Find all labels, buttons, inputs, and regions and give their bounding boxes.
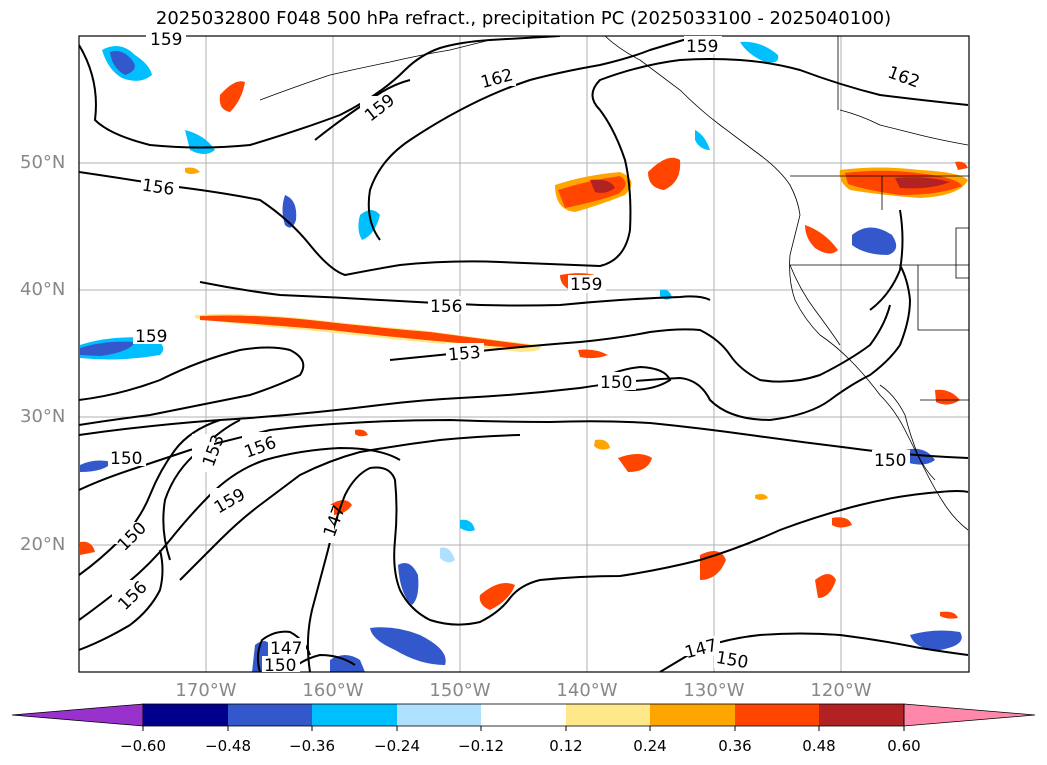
colorbar-min-extend: [11, 703, 144, 727]
colorbar-tick: 0.60: [887, 737, 921, 755]
contour-label: 150: [264, 656, 296, 676]
colorbar-tick: 0.48: [802, 737, 836, 755]
plot-area: [79, 36, 969, 672]
colorbar-tick: −0.36: [289, 737, 335, 755]
contour-label: 156: [141, 176, 176, 200]
coastlines: [259, 36, 969, 531]
lon-label-170w: 170°W: [175, 680, 237, 701]
contour-label: 153: [447, 343, 481, 366]
contour-label: 150: [874, 451, 906, 471]
positive-precip-areas: [80, 81, 968, 619]
colorbar-tick: −0.24: [374, 737, 420, 755]
lon-label-160w: 160°W: [302, 680, 364, 701]
map-title: 2025032800 F048 500 hPa refract., precip…: [155, 8, 892, 29]
gridlines: [79, 36, 969, 672]
contour-label: 159: [686, 37, 718, 57]
lat-label-30n: 30°N: [20, 406, 66, 427]
colorbar-tick: −0.12: [458, 737, 504, 755]
colorbar-tick: 0.36: [718, 737, 752, 755]
plot-frame: [78, 35, 970, 673]
colorbar-tick: 0.12: [549, 737, 583, 755]
colorbar-tick: 0.24: [633, 737, 667, 755]
contour-label: 147: [270, 639, 302, 659]
colorbar-tick: −0.48: [205, 737, 251, 755]
contour-label: 150: [110, 449, 142, 469]
lon-label-150w: 150°W: [429, 680, 491, 701]
contour-label: 159: [135, 327, 167, 347]
contour-label: 159: [150, 30, 182, 50]
contours: [79, 36, 969, 672]
lat-label-20n: 20°N: [20, 534, 66, 555]
lat-label-40n: 40°N: [20, 279, 66, 300]
lat-label-50n: 50°N: [20, 152, 66, 173]
contour-labels: 159 159 162 162 159 156 159 156 159 153 …: [108, 30, 926, 676]
colorbar-tick: −0.60: [120, 737, 166, 755]
lon-label-140w: 140°W: [556, 680, 618, 701]
contour-label: 159: [570, 275, 602, 295]
lon-label-120w: 120°W: [810, 680, 872, 701]
colorbar: [11, 703, 1036, 731]
contour-label: 150: [600, 373, 632, 393]
lon-label-130w: 130°W: [683, 680, 745, 701]
colorbar-max-extend: [903, 703, 1036, 727]
contour-label: 156: [430, 297, 462, 317]
